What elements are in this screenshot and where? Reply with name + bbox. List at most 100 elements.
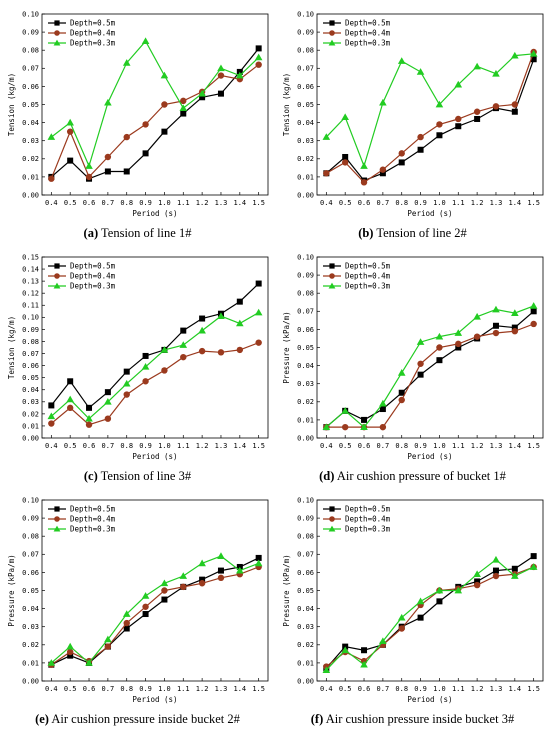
x-tick-label: 0.4 <box>45 685 58 693</box>
x-tick-label: 0.9 <box>139 685 152 693</box>
x-tick-label: 1.5 <box>527 685 540 693</box>
legend-label: Depth=0.4m <box>70 515 116 524</box>
x-tick-label: 1.3 <box>215 442 228 450</box>
y-tick-label: 0.04 <box>22 386 39 394</box>
y-tick-label: 0.04 <box>297 362 314 370</box>
data-point <box>436 132 443 139</box>
x-tick-label: 0.4 <box>45 199 58 207</box>
data-point <box>530 553 537 560</box>
data-point <box>341 646 349 654</box>
y-tick-label: 0.01 <box>22 173 39 181</box>
data-point <box>511 101 519 108</box>
caption-id: (e) <box>35 712 49 726</box>
x-tick-label: 1.4 <box>233 442 246 450</box>
y-tick-label: 0.00 <box>297 434 314 442</box>
x-tick-label: 1.1 <box>177 442 190 450</box>
y-tick-label: 0.09 <box>297 515 314 523</box>
x-tick-label: 0.9 <box>414 442 427 450</box>
data-point <box>511 324 518 331</box>
data-point <box>455 344 462 351</box>
series-2 <box>48 339 262 428</box>
data-point <box>379 637 387 645</box>
x-tick-label: 0.7 <box>377 199 390 207</box>
data-point <box>122 59 131 66</box>
x-tick-label: 1.1 <box>177 199 190 207</box>
legend-label: Depth=0.5m <box>345 262 391 271</box>
series-1 <box>48 554 262 668</box>
x-tick-label: 1.2 <box>471 199 484 207</box>
line-chart: 0.00 0.01 0.02 0.03 0.04 0.05 0.06 0.07 0.08 0.09… <box>7 253 269 461</box>
series-line <box>325 558 534 671</box>
data-point <box>161 101 168 108</box>
data-point <box>255 280 262 287</box>
legend-label: Depth=0.3m <box>70 525 116 534</box>
data-point <box>123 619 130 627</box>
data-point <box>417 360 424 367</box>
x-tick-label: 1.3 <box>215 685 228 693</box>
y-tick-label: 0.06 <box>22 362 39 370</box>
x-tick-label: 0.6 <box>358 685 371 693</box>
data-point <box>455 340 462 348</box>
y-tick-label: 0.11 <box>22 302 39 310</box>
data-point <box>198 559 206 567</box>
series-2 <box>323 48 537 186</box>
y-tick-label: 0.07 <box>22 350 39 358</box>
data-point <box>473 581 481 589</box>
figure-caption: (a) Tension of line 1# <box>0 226 275 241</box>
data-point <box>160 71 169 79</box>
data-point <box>379 98 387 106</box>
x-tick-label: 0.9 <box>139 199 152 207</box>
y-tick-label: 0.03 <box>22 398 39 406</box>
data-point <box>160 579 169 587</box>
y-tick-label: 0.09 <box>297 29 314 37</box>
x-axis-label: Period (s) <box>132 209 177 218</box>
data-point <box>217 552 225 559</box>
legend-marker <box>54 516 60 522</box>
legend-marker <box>54 30 60 36</box>
y-tick-label: 0.10 <box>297 496 314 504</box>
legend-marker <box>54 273 60 279</box>
y-tick-label: 0.01 <box>297 173 314 181</box>
x-tick-label: 1.3 <box>490 442 503 450</box>
data-point <box>416 597 425 605</box>
data-point <box>123 168 130 175</box>
data-point <box>161 596 168 603</box>
data-point <box>473 108 481 115</box>
x-tick-label: 0.6 <box>358 199 371 207</box>
data-point <box>67 652 74 659</box>
x-tick-label: 0.8 <box>120 685 133 693</box>
legend-marker <box>329 20 335 26</box>
y-tick-label: 0.15 <box>22 253 39 261</box>
legend-label: Depth=0.5m <box>70 505 116 514</box>
x-tick-label: 1.1 <box>452 685 465 693</box>
data-point <box>322 133 331 140</box>
data-point <box>198 326 206 334</box>
x-tick-label: 1.4 <box>233 685 246 693</box>
data-point <box>254 53 263 61</box>
data-point <box>85 421 93 428</box>
x-tick-label: 0.7 <box>102 442 115 450</box>
data-point <box>66 128 74 135</box>
data-point <box>529 302 538 309</box>
legend-marker <box>329 263 335 269</box>
data-point <box>66 648 74 656</box>
x-tick-label: 0.5 <box>64 685 77 693</box>
data-point <box>141 363 150 370</box>
x-tick-label: 1.5 <box>527 199 540 207</box>
series-3 <box>322 50 538 169</box>
legend-marker <box>328 282 336 289</box>
data-point <box>379 423 387 431</box>
x-tick-label: 1.3 <box>490 685 503 693</box>
y-tick-label: 0.07 <box>297 308 314 316</box>
y-tick-label: 0.03 <box>22 137 39 145</box>
y-tick-label: 0.06 <box>297 326 314 334</box>
y-tick-label: 0.06 <box>22 83 39 91</box>
x-tick-label: 0.8 <box>395 199 408 207</box>
data-point <box>255 554 262 561</box>
caption-text: Air cushion pressure inside bucket 3# <box>325 712 515 726</box>
data-point <box>416 68 425 75</box>
legend-marker <box>329 30 335 36</box>
y-tick-label: 0.10 <box>297 10 314 18</box>
data-point <box>361 416 368 423</box>
